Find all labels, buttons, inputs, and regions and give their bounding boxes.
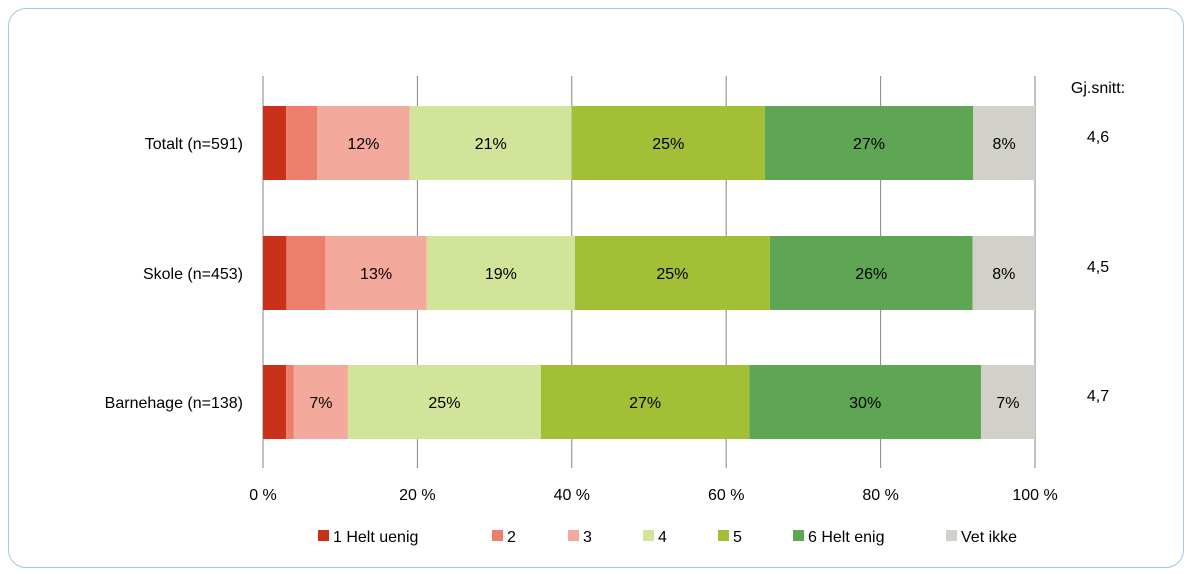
legend-item: 2 <box>492 529 516 546</box>
legend-label: Vet ikke <box>961 529 1017 546</box>
legend: 1 Helt uenig 2 3 4 5 6 Helt enig Vet ikke <box>318 529 1017 546</box>
legend-swatch <box>492 530 503 541</box>
x-tick-label: 80 % <box>862 487 898 504</box>
data-label: 27% <box>853 136 885 153</box>
legend-swatch <box>568 530 579 541</box>
bar-segment <box>749 365 981 439</box>
x-tick-label: 40 % <box>554 487 590 504</box>
legend-item: 6 Helt enig <box>793 529 885 546</box>
bar-segment <box>325 236 427 310</box>
data-label: 26% <box>855 266 887 283</box>
category-label: Totalt (n=591) <box>145 136 243 153</box>
bars <box>263 106 1035 439</box>
bar-segment <box>263 236 287 310</box>
bar-segment <box>409 106 572 180</box>
x-tick-label: 100 % <box>1012 487 1057 504</box>
data-label: 8% <box>992 266 1015 283</box>
legend-swatch <box>318 530 329 541</box>
data-label: 21% <box>475 136 507 153</box>
x-tick-label: 20 % <box>399 487 435 504</box>
bar-segment <box>540 365 750 439</box>
data-label: 25% <box>428 395 460 412</box>
bar-segment <box>293 365 348 439</box>
data-label: 12% <box>347 136 379 153</box>
legend-swatch <box>643 530 654 541</box>
legend-label: 3 <box>583 529 592 546</box>
legend-item: 3 <box>568 529 592 546</box>
data-label: 25% <box>652 136 684 153</box>
average-value: 4,5 <box>1087 259 1109 276</box>
average-values: 4,6 4,5 4,7 <box>1087 129 1109 405</box>
x-tick-label: 60 % <box>708 487 744 504</box>
average-value: 4,7 <box>1087 388 1109 405</box>
bar-segment <box>980 365 1035 439</box>
data-label: 13% <box>360 266 392 283</box>
legend-label: 6 Helt enig <box>808 529 885 546</box>
x-tick-label: 0 % <box>249 487 277 504</box>
data-labels: 12% 21% 25% 27% 8% 13% 19% 25% 26% 8% 7% 25% 27% 30% 7… <box>309 136 1019 412</box>
bar-segment <box>571 106 765 180</box>
data-label: 25% <box>656 266 688 283</box>
bar-segment <box>263 106 287 180</box>
bar-segment <box>347 365 541 439</box>
legend-label: 2 <box>507 529 516 546</box>
data-label: 27% <box>629 395 661 412</box>
legend-label: 5 <box>733 529 742 546</box>
bar-segment <box>286 106 318 180</box>
bar-segment <box>769 236 973 310</box>
bar-segment <box>263 365 287 439</box>
legend-item: 1 Helt uenig <box>318 529 418 546</box>
data-label: 30% <box>849 395 881 412</box>
data-label: 8% <box>993 136 1016 153</box>
legend-item: 5 <box>718 529 742 546</box>
average-value: 4,6 <box>1087 129 1109 146</box>
legend-label: 1 Helt uenig <box>333 529 418 546</box>
legend-item: 4 <box>643 529 667 546</box>
legend-label: 4 <box>658 529 667 546</box>
category-labels: Totalt (n=591) Skole (n=453) Barnehage (n=… <box>105 136 243 412</box>
chart-frame <box>8 8 1184 568</box>
bar-segment <box>764 106 974 180</box>
bar-segment <box>286 236 326 310</box>
legend-swatch <box>718 530 729 541</box>
bar-segment <box>973 106 1035 180</box>
category-label: Barnehage (n=138) <box>105 395 243 412</box>
bar-segment <box>574 236 770 310</box>
bar-segment <box>426 236 575 310</box>
data-label: 19% <box>485 266 517 283</box>
legend-swatch <box>793 530 804 541</box>
bar-segment <box>317 106 410 180</box>
legend-swatch <box>946 530 957 541</box>
bar-segment <box>972 236 1035 310</box>
x-tick-labels: 0 % 20 % 40 % 60 % 80 % 100 % <box>249 487 1057 504</box>
data-label: 7% <box>996 395 1019 412</box>
bar-segment <box>286 365 294 439</box>
category-label: Skole (n=453) <box>143 266 243 283</box>
data-label: 7% <box>309 395 332 412</box>
legend-item: Vet ikke <box>946 529 1017 546</box>
side-header: Gj.snitt: <box>1071 80 1125 97</box>
